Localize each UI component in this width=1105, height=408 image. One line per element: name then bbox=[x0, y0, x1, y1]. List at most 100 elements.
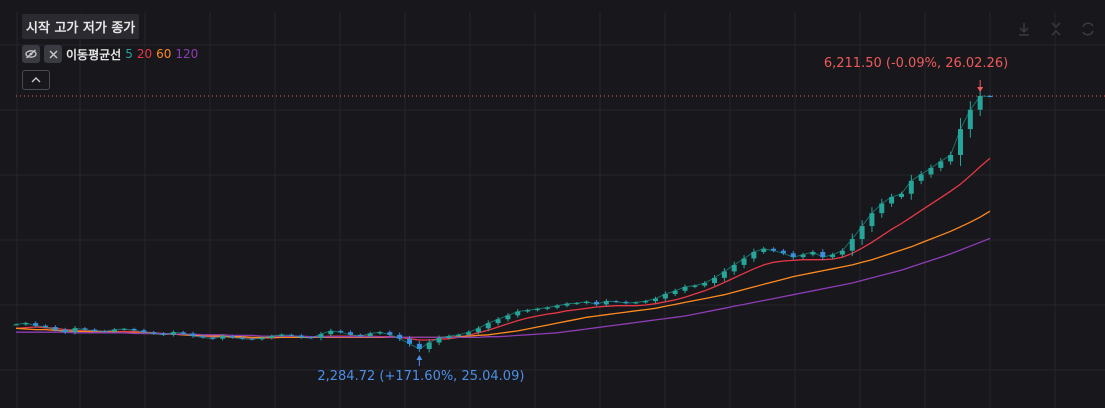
candle-body bbox=[898, 193, 904, 198]
close-icon[interactable] bbox=[44, 45, 62, 63]
candle-body bbox=[741, 258, 747, 265]
candle-body bbox=[377, 332, 383, 334]
candle-body bbox=[151, 332, 157, 334]
ma-legend-row: 이동평균선 5 20 60 120 bbox=[22, 44, 202, 64]
candle-body bbox=[72, 328, 78, 333]
candle-body bbox=[820, 251, 826, 258]
ma-label: 이동평균선 bbox=[66, 47, 122, 62]
candle-body bbox=[928, 167, 934, 175]
candle-body bbox=[623, 301, 629, 304]
low-marker-arrowhead bbox=[416, 355, 423, 360]
candle-body bbox=[830, 254, 836, 258]
candle-body bbox=[495, 319, 501, 324]
refresh-icon[interactable] bbox=[1079, 20, 1097, 38]
candle-body bbox=[426, 342, 432, 350]
candle-body bbox=[239, 337, 245, 339]
candle-body bbox=[790, 253, 796, 258]
candle-body bbox=[190, 333, 196, 337]
candle-body bbox=[229, 336, 235, 338]
ma-line-60 bbox=[15, 210, 991, 339]
candle-body bbox=[357, 334, 363, 337]
candle-body bbox=[210, 337, 216, 339]
candle-body bbox=[397, 334, 403, 339]
candle-body bbox=[141, 330, 147, 333]
candle-body bbox=[161, 333, 167, 335]
candle-body bbox=[338, 330, 344, 333]
collapse-button[interactable] bbox=[22, 70, 50, 90]
candle-body bbox=[879, 203, 885, 214]
candle-body bbox=[259, 338, 265, 340]
candle-body bbox=[52, 327, 58, 330]
candle-body bbox=[220, 336, 226, 339]
candle-body bbox=[554, 305, 560, 308]
candle-body bbox=[643, 301, 649, 303]
candle-body bbox=[869, 213, 875, 227]
candle-body bbox=[731, 264, 737, 272]
candle-body bbox=[564, 303, 570, 306]
candle-body bbox=[318, 334, 324, 339]
candle-body bbox=[13, 324, 19, 326]
candle-body bbox=[62, 329, 68, 333]
candle-body bbox=[633, 302, 639, 304]
candle-body bbox=[33, 323, 39, 326]
candle-body bbox=[515, 311, 521, 316]
candle-body bbox=[771, 248, 777, 251]
candle-body bbox=[702, 283, 708, 286]
candle-body bbox=[810, 251, 816, 255]
candle-body bbox=[525, 310, 531, 312]
candle-body bbox=[328, 330, 334, 335]
toolbar bbox=[1015, 20, 1097, 38]
candle-body bbox=[751, 251, 757, 259]
candle-body bbox=[170, 332, 176, 335]
candle-body bbox=[652, 298, 658, 302]
ma-period-120: 120 bbox=[175, 47, 199, 61]
ma-line-5 bbox=[15, 95, 991, 350]
candle-body bbox=[918, 174, 924, 181]
ohlc-label: 시작 고가 저가 종가 bbox=[22, 14, 140, 39]
candle-body bbox=[593, 301, 599, 305]
candle-body bbox=[721, 271, 727, 278]
candle-body bbox=[111, 329, 117, 332]
candle-body bbox=[436, 338, 442, 343]
high-marker-arrowhead bbox=[977, 87, 984, 92]
candle-body bbox=[908, 180, 914, 194]
candle-body bbox=[131, 328, 137, 331]
candle-body bbox=[839, 250, 845, 255]
candle-body bbox=[712, 277, 718, 284]
collapse-arrows-icon[interactable] bbox=[1047, 20, 1065, 38]
high-annotation: 6,211.50 (-0.09%, 26.02.26) bbox=[823, 56, 1009, 71]
candle-body bbox=[298, 335, 304, 338]
candle-body bbox=[544, 307, 550, 309]
ma-period-60: 60 bbox=[156, 47, 172, 61]
candle-body bbox=[505, 315, 511, 320]
candle-body bbox=[407, 338, 413, 344]
candle-body bbox=[889, 197, 895, 204]
candle-body bbox=[92, 329, 98, 331]
candle-body bbox=[269, 336, 275, 339]
candle-body bbox=[387, 332, 393, 335]
download-icon[interactable] bbox=[1015, 20, 1033, 38]
candle-body bbox=[987, 96, 993, 97]
candle-body bbox=[682, 286, 688, 291]
candle-body bbox=[200, 336, 206, 338]
candle-body bbox=[475, 328, 481, 333]
candle-body bbox=[534, 308, 540, 311]
legend: 시작 고가 저가 종가 이동평균선 5 20 60 120 bbox=[22, 14, 202, 90]
candle-body bbox=[948, 154, 954, 162]
candle-body bbox=[849, 239, 855, 251]
chevron-up-icon bbox=[31, 77, 41, 83]
low-annotation: 2,284.72 (+171.60%, 25.04.09) bbox=[317, 369, 525, 384]
candle-body bbox=[446, 336, 452, 339]
ma-period-5: 5 bbox=[125, 47, 133, 61]
candle-body bbox=[485, 323, 491, 329]
candle-body bbox=[180, 332, 186, 334]
candle-body bbox=[82, 328, 88, 330]
candle-body bbox=[672, 290, 678, 295]
candle-body bbox=[859, 226, 865, 240]
candle-body bbox=[584, 301, 590, 304]
eye-off-icon[interactable] bbox=[22, 45, 40, 63]
candle-body bbox=[43, 325, 49, 328]
ma-period-20: 20 bbox=[136, 47, 153, 61]
candle-body bbox=[416, 343, 422, 350]
